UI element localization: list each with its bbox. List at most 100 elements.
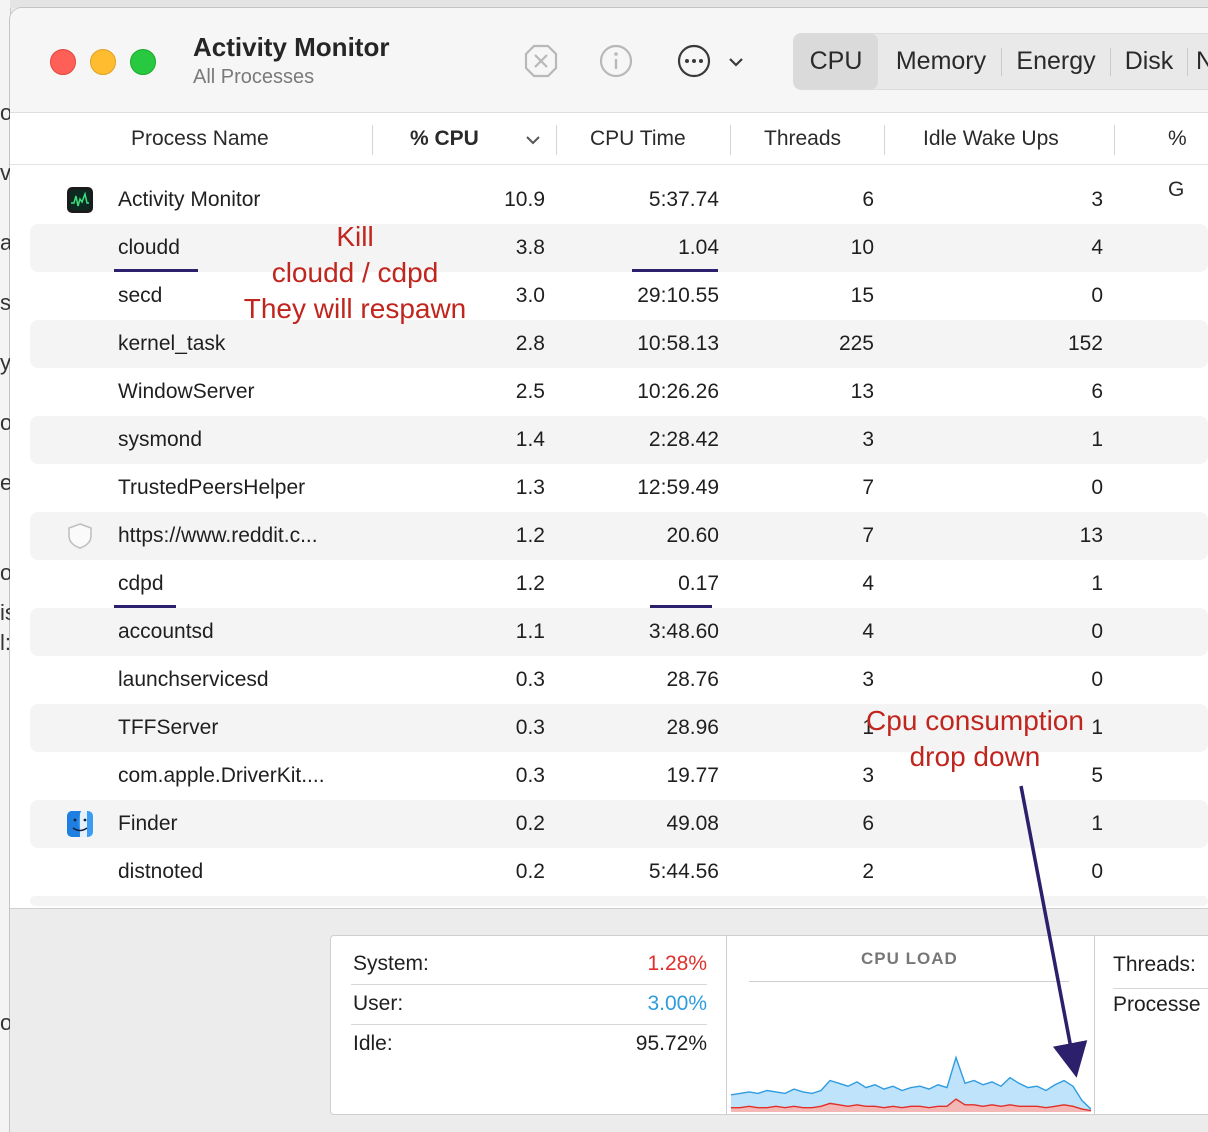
process-name: launchservicesd — [118, 668, 269, 691]
column-cpu-time[interactable]: CPU Time — [590, 127, 686, 150]
idle-wake-ups: 13 — [1079, 524, 1103, 547]
cloudd-time-underline — [632, 269, 718, 272]
table-row[interactable]: kernel_task 2.8 10:58.13 225 152 — [30, 320, 1208, 368]
process-name: WindowServer — [118, 380, 255, 403]
threads: 7 — [862, 524, 874, 547]
table-row[interactable]: sysmond 1.4 2:28.42 3 1 — [30, 416, 1208, 464]
system-label: System: — [353, 952, 429, 975]
column-cpu[interactable]: % CPU — [410, 127, 479, 150]
column-threads[interactable]: Threads — [764, 127, 842, 150]
threads: 10 — [850, 236, 874, 259]
table-row[interactable]: cloudd 3.8 1.04 10 4 — [30, 224, 1208, 272]
table-row[interactable]: TFFServer 0.3 28.96 1 1 — [30, 704, 1208, 752]
cpu-time: 3:48.60 — [648, 620, 719, 643]
idle-wake-ups: 1 — [1091, 572, 1103, 595]
threads: 4 — [862, 620, 874, 643]
process-name: TrustedPeersHelper — [118, 476, 306, 499]
background-text-fragment: ve — [0, 160, 10, 185]
idle-label: Idle: — [353, 1032, 393, 1055]
tab-disk[interactable]: Disk — [1124, 47, 1174, 75]
cpu-time: 29:10.55 — [637, 284, 719, 307]
cpu-percent: 2.5 — [515, 380, 545, 403]
process-name: Activity Monitor — [118, 188, 261, 211]
cdpd-name-underline — [114, 605, 176, 608]
cpu-time: 10:58.13 — [637, 332, 719, 355]
threads: 7 — [862, 476, 874, 499]
sort-descending-icon[interactable] — [524, 131, 542, 149]
table-row[interactable]: Finder 0.2 49.08 6 1 — [30, 800, 1208, 848]
cpu-percent: 10.9 — [504, 188, 545, 211]
background-text-fragment: s — [0, 290, 10, 315]
cpu-time: 5:44.56 — [648, 860, 719, 883]
threads: 4 — [862, 572, 874, 595]
process-name: TFFServer — [118, 716, 219, 739]
table-row[interactable]: secd 3.0 29:10.55 15 0 — [30, 272, 1208, 320]
table-row[interactable]: https://www.reddit.c... 1.2 20.60 7 13 — [30, 512, 1208, 560]
column-divider — [730, 125, 731, 155]
threads: 3 — [862, 764, 874, 787]
background-text-fragment: o — [0, 560, 10, 585]
kill-annotation-line1: Kill — [336, 221, 374, 252]
column-headers: Process Name % CPU CPU Time Threads Idle… — [10, 113, 1208, 201]
cpu-percent: 1.2 — [515, 572, 545, 595]
cpu-percent: 0.3 — [515, 764, 545, 787]
minimize-window-button[interactable] — [90, 49, 116, 75]
idle-wake-ups: 4 — [1091, 236, 1103, 259]
table-row[interactable]: Activity Monitor 10.9 5:37.74 6 3 — [30, 176, 1208, 224]
idle-wake-ups: 1 — [1091, 428, 1103, 451]
cpu-percent: 0.2 — [515, 812, 545, 835]
cpu-time: 28.96 — [666, 716, 719, 739]
column-divider — [1114, 125, 1115, 155]
stop-process-button[interactable] — [523, 43, 559, 79]
process-name: accountsd — [118, 620, 214, 643]
close-window-button[interactable] — [50, 49, 76, 75]
tab-memory[interactable]: Memory — [895, 47, 987, 75]
column-divider — [556, 125, 557, 155]
table-row[interactable]: TrustedPeersHelper 1.3 12:59.49 7 0 — [30, 464, 1208, 512]
window-title: Activity Monitor — [193, 32, 390, 62]
inspect-process-button[interactable] — [598, 43, 634, 79]
column-process-name[interactable]: Process Name — [131, 127, 269, 150]
activity-monitor-window: Activity Monitor All Processes — [10, 8, 1208, 1132]
tab-divider — [1187, 48, 1188, 76]
shield-icon — [68, 523, 92, 549]
idle-wake-ups: 0 — [1091, 476, 1103, 499]
stat-divider — [351, 984, 707, 985]
cpu-percent: 1.1 — [515, 620, 545, 643]
system-load-area — [731, 1099, 1091, 1112]
cdpd-time-underline — [650, 605, 712, 608]
system-load-line — [731, 1098, 1091, 1112]
table-row[interactable]: cdpd 1.2 0.17 4 1 — [30, 560, 1208, 608]
table-row[interactable]: launchservicesd 0.3 28.76 3 0 — [30, 656, 1208, 704]
threads-label: Threads: — [1113, 953, 1196, 976]
table-row[interactable]: accountsd 1.1 3:48.60 4 0 — [30, 608, 1208, 656]
idle-wake-ups: 3 — [1091, 188, 1103, 211]
background-text-fragment: ee — [0, 470, 10, 495]
drop-annotation: Cpu consumption drop down — [850, 703, 1100, 775]
more-actions-button[interactable] — [676, 43, 712, 79]
kill-annotation: Kill cloudd / cdpd They will respawn — [225, 219, 485, 327]
cpu-percent: 1.3 — [515, 476, 545, 499]
zoom-window-button[interactable] — [130, 49, 156, 75]
table-row[interactable]: distnoted 0.2 5:44.56 2 0 — [30, 848, 1208, 896]
view-tabs: CPU Memory Energy Disk N — [793, 33, 1208, 90]
tab-energy[interactable]: Energy — [1016, 47, 1096, 75]
table-row-partial — [30, 896, 1208, 906]
chevron-down-icon[interactable] — [726, 52, 746, 72]
table-row[interactable]: WindowServer 2.5 10:26.26 13 6 — [30, 368, 1208, 416]
column-idle-wake-ups[interactable]: Idle Wake Ups — [923, 127, 1059, 150]
cpu-percent: 1.4 — [515, 428, 545, 451]
idle-wake-ups: 152 — [1067, 332, 1103, 355]
kill-annotation-line2: cloudd / cdpd — [271, 257, 439, 288]
cpu-time: 10:26.26 — [637, 380, 719, 403]
tab-cpu[interactable]: CPU — [794, 34, 878, 89]
table-row[interactable]: com.apple.DriverKit.... 0.3 19.77 3 5 — [30, 752, 1208, 800]
toolbar: Activity Monitor All Processes — [10, 8, 1208, 113]
stat-divider — [351, 1024, 707, 1025]
column-gpu[interactable]: % G — [1168, 127, 1187, 201]
process-name: cloudd — [118, 236, 180, 259]
cpu-load-graph — [731, 1055, 1091, 1112]
cpu-time: 49.08 — [666, 812, 719, 835]
tab-network[interactable]: N — [1196, 47, 1208, 75]
process-name: sysmond — [118, 428, 203, 451]
